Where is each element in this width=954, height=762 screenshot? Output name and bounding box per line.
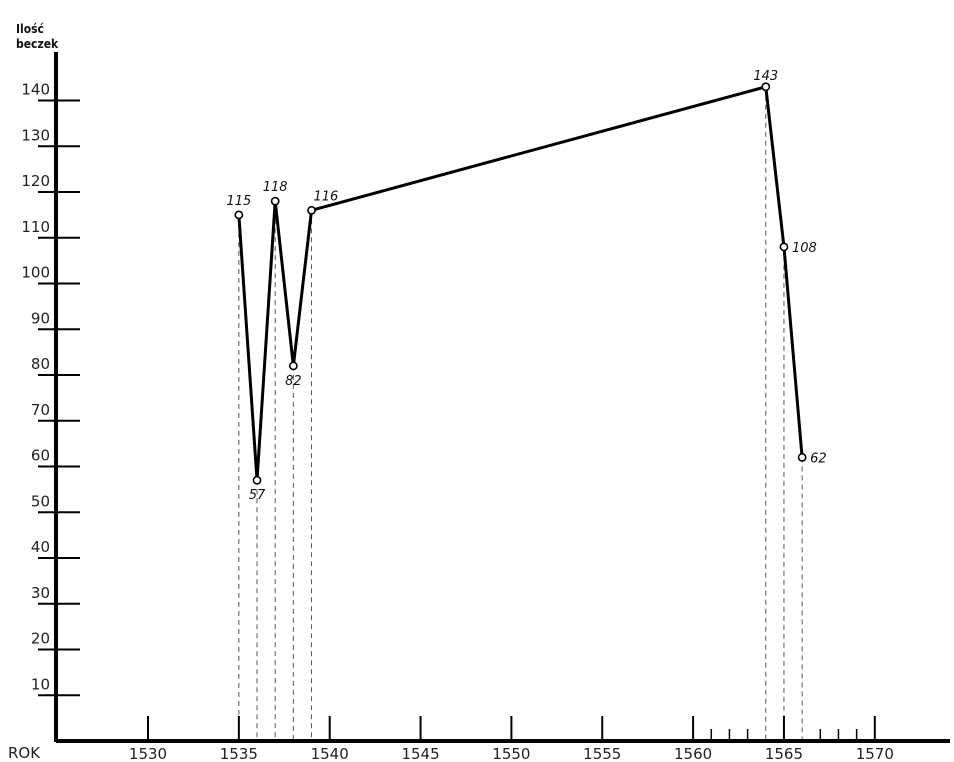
- y-tick-label: 100: [21, 264, 50, 282]
- x-axis-title: ROK: [8, 744, 41, 762]
- y-tick-label: 140: [21, 81, 50, 99]
- x-tick-label: 1560: [674, 745, 712, 762]
- y-tick-label: 120: [21, 172, 50, 190]
- data-point: [779, 242, 789, 252]
- axes: [54, 52, 950, 743]
- data-label: 143: [753, 69, 778, 84]
- data-point: [288, 361, 298, 371]
- x-tick-label: 1550: [492, 745, 530, 762]
- y-tick-label: 10: [31, 675, 50, 693]
- data-point: [797, 452, 807, 462]
- y-tick-label: 30: [31, 584, 50, 602]
- data-point: [234, 210, 244, 220]
- y-axis-title: Ilość beczek: [16, 22, 59, 51]
- data-label: 57: [249, 488, 266, 503]
- drop-lines: [238, 86, 803, 741]
- data-label: 82: [285, 374, 302, 389]
- data-point: [252, 475, 262, 485]
- data-label: 118: [263, 180, 288, 195]
- y-tick-label: 110: [21, 218, 50, 236]
- series: 115 57 118 82 116 143 108 62: [226, 69, 826, 503]
- y-tick-label: 90: [31, 309, 50, 327]
- y-ticks: 10 20 30 40 50 60 70 80 90 100 110 120 130 140: [21, 81, 80, 697]
- y-tick-label: 70: [31, 401, 50, 419]
- y-axis-title-line-2: beczek: [16, 37, 59, 51]
- y-axis-title-line-1: Ilość: [16, 22, 45, 36]
- data-label: 115: [226, 194, 251, 209]
- y-tick-label: 80: [31, 355, 50, 373]
- series-line: [237, 85, 804, 482]
- y-tick-label: 60: [31, 447, 50, 465]
- y-tick-label: 130: [21, 126, 50, 144]
- x-tick-label: 1535: [220, 745, 258, 762]
- x-tick-label: 1540: [311, 745, 349, 762]
- x-tick-label: 1530: [129, 745, 167, 762]
- x-tick-label: 1565: [765, 745, 803, 762]
- x-tick-label: 1545: [401, 745, 439, 762]
- data-label: 62: [810, 451, 827, 466]
- data-label: 108: [792, 241, 817, 256]
- data-point: [307, 205, 316, 215]
- data-label: 116: [314, 189, 339, 204]
- x-ticks: 1530 1535 1540 1545 1550 1555 1560 1565 1570: [129, 716, 894, 762]
- data-point: [761, 82, 771, 92]
- x-tick-label: 1570: [856, 745, 894, 762]
- y-tick-label: 50: [31, 492, 50, 510]
- data-point: [270, 196, 280, 206]
- x-tick-label: 1555: [583, 745, 621, 762]
- y-tick-label: 20: [31, 630, 50, 648]
- y-tick-label: 40: [31, 538, 50, 556]
